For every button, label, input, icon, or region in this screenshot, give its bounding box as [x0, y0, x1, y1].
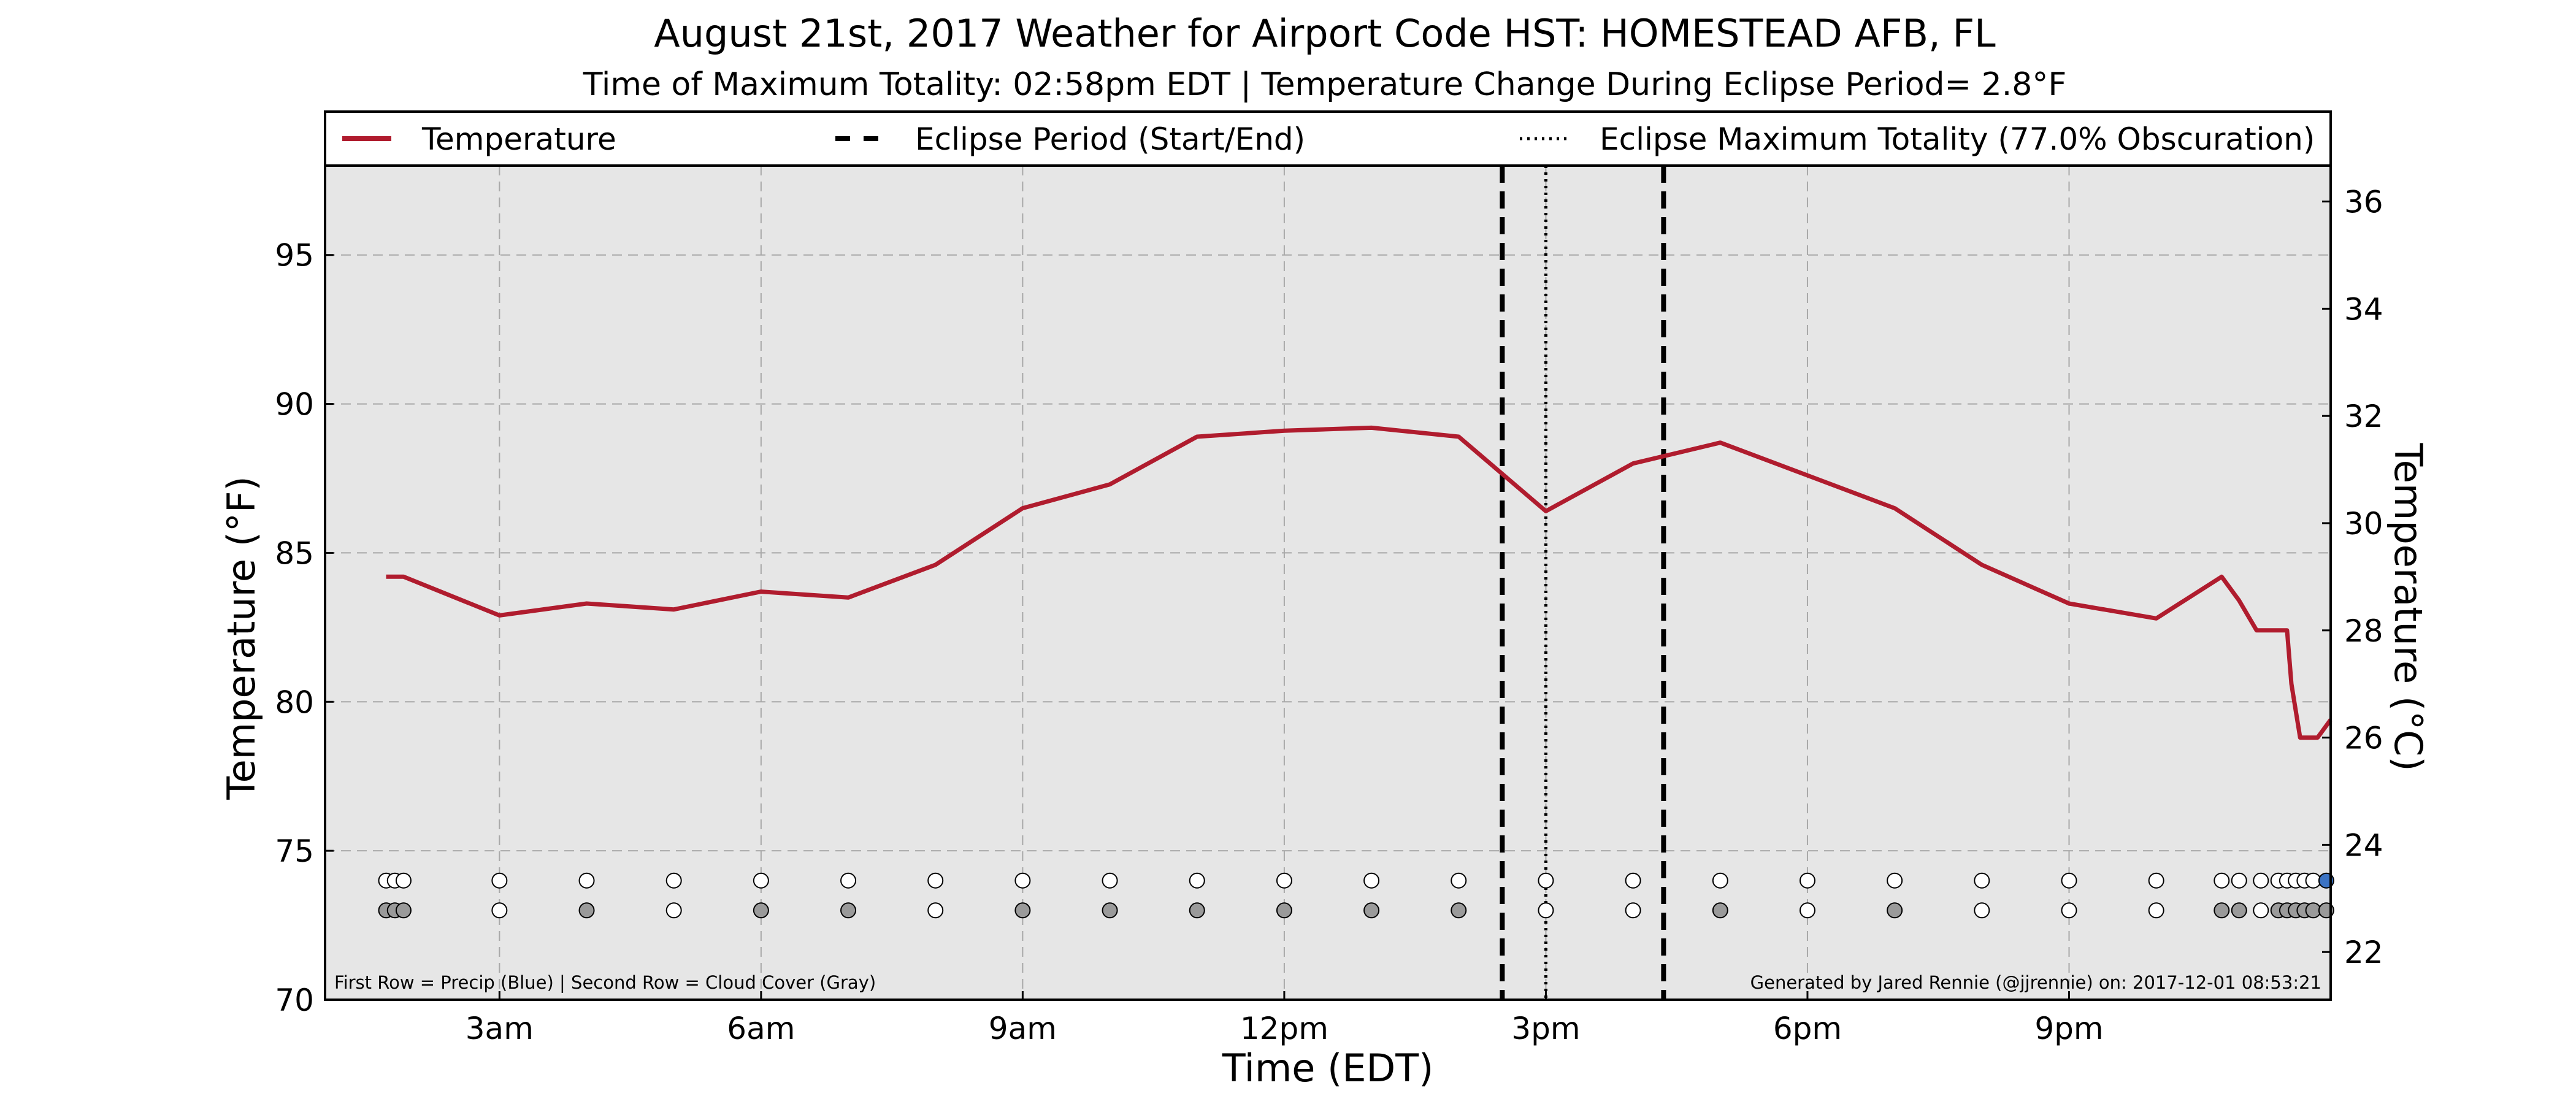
- y-right-tick-label: 36: [2344, 185, 2383, 220]
- y-right-tick-label: 28: [2344, 613, 2383, 649]
- precip-marker: [1276, 872, 1292, 889]
- legend-label: Eclipse Maximum Totality (77.0% Obscurat…: [1600, 121, 2315, 157]
- precip-marker: [2253, 872, 2269, 889]
- legend-label: Temperature: [421, 121, 616, 157]
- precip-marker: [1625, 872, 1641, 889]
- cloud-cover-marker: [2253, 902, 2269, 919]
- y-tick-label: 95: [275, 238, 314, 274]
- precip-marker: [753, 872, 769, 889]
- axes: 70 75 80 85 90 95 22 24 26 28 30 32 34 36 3am 6am 9am 12p…: [219, 185, 2431, 1091]
- cloud-cover-marker: [1189, 902, 1205, 919]
- cloud-cover-marker: [1538, 902, 1554, 919]
- cloud-cover-marker: [1625, 902, 1641, 919]
- cloud-cover-marker: [395, 902, 412, 919]
- y-tick-label: 85: [275, 535, 314, 571]
- cloud-cover-marker: [1014, 902, 1031, 919]
- precip-marker: [1189, 872, 1205, 889]
- x-tick-label: 9pm: [2034, 1011, 2103, 1046]
- y-right-tick-label: 32: [2344, 399, 2383, 434]
- x-tick-label: 3am: [466, 1011, 534, 1046]
- precip-marker: [1799, 872, 1815, 889]
- precip-marker: [1974, 872, 1990, 889]
- y-tick-label: 90: [275, 387, 314, 423]
- cloud-cover-marker: [1363, 902, 1380, 919]
- cloud-cover-marker: [1887, 902, 1903, 919]
- precip-marker: [1102, 872, 1118, 889]
- cloud-cover-marker: [2214, 902, 2230, 919]
- precip-marker: [2214, 872, 2230, 889]
- precip-marker: [1014, 872, 1031, 889]
- x-tick-label: 9am: [989, 1011, 1057, 1046]
- y-tick-label: 70: [275, 983, 314, 1018]
- eclipse-markers: [1500, 166, 1666, 1000]
- cloud-cover-marker: [1799, 902, 1815, 919]
- y-tick-label: 80: [275, 684, 314, 720]
- y-right-axis-label: Temperature (°C): [2386, 442, 2431, 771]
- temperature-series: [386, 425, 2333, 740]
- precip-marker: [1538, 872, 1554, 889]
- precip-marker: [665, 872, 682, 889]
- cloud-cover-marker: [753, 902, 769, 919]
- cloud-cover-marker: [1276, 902, 1292, 919]
- precip-marker: [2231, 872, 2247, 889]
- cloud-cover-marker: [2148, 902, 2164, 919]
- chart-title: August 21st, 2017 Weather for Airport Co…: [654, 11, 1996, 56]
- precip-marker: [491, 872, 508, 889]
- precip-marker: [578, 872, 595, 889]
- precip-marker: [1712, 872, 1728, 889]
- x-tick-label: 3pm: [1511, 1011, 1580, 1046]
- y-right-tick-label: 30: [2344, 506, 2383, 542]
- precip-marker: [840, 872, 857, 889]
- precip-marker: [395, 872, 412, 889]
- y-right-tick-label: 22: [2344, 935, 2383, 970]
- cloud-cover-marker: [2061, 902, 2077, 919]
- y-right-tick-label: 34: [2344, 291, 2383, 327]
- footnote-right: Generated by Jared Rennie (@jjrennie) on…: [1750, 972, 2321, 993]
- cloud-cover-marker: [927, 902, 944, 919]
- x-tick-label: 12pm: [1240, 1011, 1328, 1046]
- y-axis-label: Temperature (°F): [219, 476, 264, 800]
- plot-background: [325, 166, 2331, 1000]
- y-right-tick-label: 26: [2344, 721, 2383, 756]
- cloud-cover-marker: [578, 902, 595, 919]
- legend-label: Eclipse Period (Start/End): [915, 121, 1305, 157]
- cloud-cover-marker: [491, 902, 508, 919]
- legend: Temperature Eclipse Period (Start/End) Ecl…: [324, 110, 2332, 167]
- cloud-cover-marker: [1974, 902, 1990, 919]
- cloud-cover-marker: [1712, 902, 1728, 919]
- x-tick-label: 6am: [727, 1011, 795, 1046]
- temperature-line: [386, 425, 2333, 740]
- y-right-tick-label: 24: [2344, 827, 2383, 863]
- x-tick-label: 6pm: [1773, 1011, 1842, 1046]
- chart-subtitle: Time of Maximum Totality: 02:58pm EDT | …: [583, 66, 2067, 103]
- legend-box: [324, 110, 2332, 167]
- precip-marker: [1451, 872, 1467, 889]
- precip-marker: [1363, 872, 1380, 889]
- y-tick-label: 75: [275, 834, 314, 869]
- cloud-cover-marker: [840, 902, 857, 919]
- cloud-cover-marker: [1451, 902, 1467, 919]
- cloud-cover-marker: [2231, 902, 2247, 919]
- x-axis-label: Time (EDT): [1222, 1046, 1434, 1091]
- observation-markers: [378, 872, 2334, 919]
- precip-marker: [927, 872, 944, 889]
- precip-marker: [2061, 872, 2077, 889]
- cloud-cover-marker: [665, 902, 682, 919]
- cloud-cover-marker: [1102, 902, 1118, 919]
- precip-marker: [2148, 872, 2164, 889]
- footnote-left: First Row = Precip (Blue) | Second Row =…: [334, 972, 876, 993]
- precip-marker: [1887, 872, 1903, 889]
